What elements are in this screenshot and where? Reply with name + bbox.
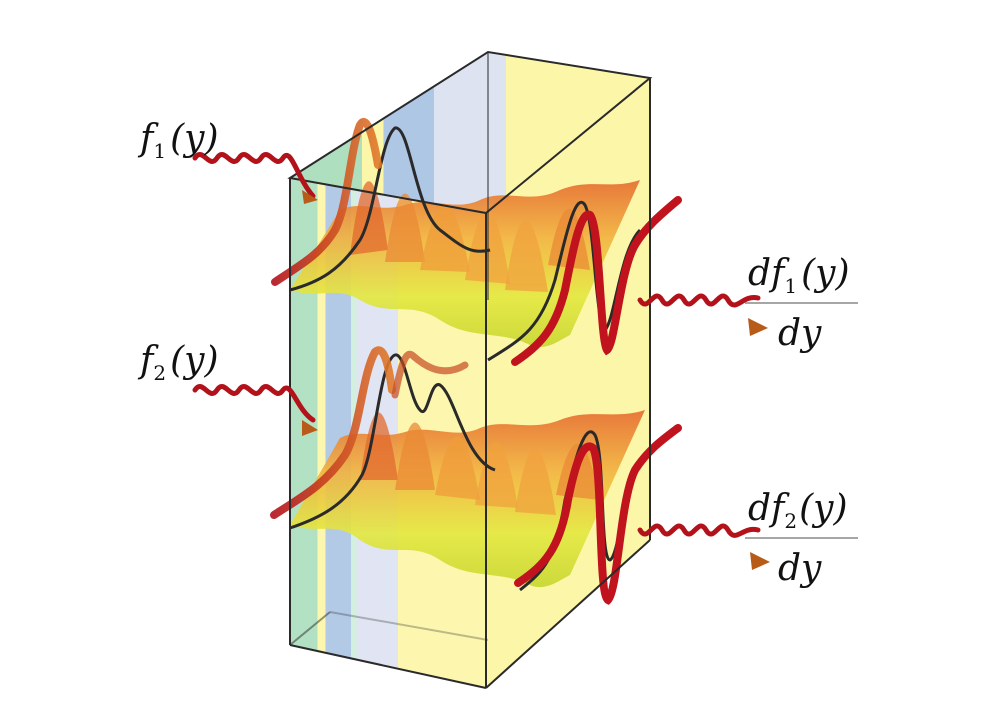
input-arrow-2 (192, 384, 318, 436)
arrow-head-icon (302, 190, 318, 204)
label-arg: (y) (170, 340, 218, 381)
svg-text:f1(y): f1 (y) (137, 118, 219, 163)
svg-text:df2(y): df2(y) (748, 488, 848, 533)
arrow-head-icon (748, 318, 768, 336)
input-label-1: f1 (y) (137, 118, 219, 163)
layered-slab (290, 52, 650, 688)
svg-text:f2(y): f2 (y) (137, 340, 219, 385)
upper-wave-sheet (289, 126, 642, 362)
label-arg: (y) (170, 118, 218, 159)
lower-input-tube (270, 346, 396, 519)
label-arg: (y) (799, 488, 847, 529)
arrow-head-icon (750, 552, 770, 570)
lower-sheet-outline (289, 353, 496, 530)
input-label-2: f2 (y) (137, 340, 219, 385)
output-label-2: df2(y) dy (745, 488, 858, 589)
label-arg: (y) (801, 253, 849, 294)
slab-outline (287, 50, 653, 689)
lower-peak-5 (515, 449, 556, 515)
output-wave-2 (637, 523, 761, 538)
output-arrow-2 (637, 523, 770, 570)
label-numerator-prefix: df (748, 488, 790, 529)
upper-derivative-outline (487, 200, 642, 362)
lower-peak-2 (395, 422, 435, 490)
output-label-1: df1 (y) dy (745, 253, 858, 354)
input-wave-1 (192, 152, 316, 199)
output-wave-1 (637, 293, 761, 308)
arrow-head-icon (302, 420, 318, 436)
label-numerator-prefix: df (748, 253, 790, 294)
input-arrow-1 (192, 152, 318, 204)
label-denominator: dy (778, 548, 822, 589)
output-arrow-1 (637, 293, 768, 336)
upper-output-tube (511, 196, 682, 366)
label-sub: 2 (784, 509, 797, 533)
svg-text:df1(y): df1 (y) (748, 253, 850, 298)
lower-output-tube (514, 424, 682, 605)
input-wave-2 (192, 384, 316, 423)
label-denominator: dy (778, 313, 822, 354)
lower-peak-3 (435, 436, 480, 500)
upper-peak-5 (505, 220, 548, 292)
label-sub: 2 (153, 361, 166, 385)
label-sub: 1 (784, 274, 797, 298)
lower-input-tube-right (391, 350, 469, 399)
lower-peak-1 (360, 412, 398, 480)
upper-peak-2 (385, 193, 425, 262)
upper-sheet-outline (289, 126, 491, 292)
label-sub: 1 (153, 139, 166, 163)
